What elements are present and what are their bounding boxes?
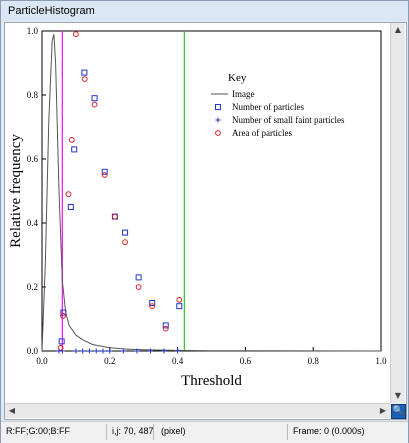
small-faint-point	[107, 348, 113, 354]
area-point	[122, 239, 128, 246]
small-faint-point	[134, 348, 140, 354]
x-tick-label: 0.4	[172, 356, 184, 366]
area-point	[60, 312, 66, 319]
x-axis-label: Threshold	[181, 373, 242, 389]
area-point	[57, 344, 64, 351]
legend-entry: Area of particles	[232, 128, 292, 138]
x-tick-label: 0.8	[308, 356, 320, 366]
status-divider	[153, 424, 154, 440]
status-bar: R:FF;G:00;B:FF i,j: 70, 487 (pixel) Fram…	[1, 421, 408, 443]
status-unit: (pixel)	[161, 426, 186, 436]
scroll-down-icon[interactable]: ▼	[394, 391, 402, 400]
status-color: R:FF;G:00;B:FF	[6, 426, 71, 436]
legend-entry: Image	[232, 89, 255, 99]
y-tick-label: 0.6	[27, 154, 39, 164]
y-tick-label: 0.4	[27, 218, 39, 228]
small-faint-point	[147, 348, 153, 354]
y-axis-label: Relative frequency	[8, 134, 24, 248]
particles-point	[91, 95, 98, 102]
scroll-right-icon[interactable]: ▶	[379, 406, 387, 415]
small-faint-point	[93, 348, 99, 354]
y-tick-label: 0.8	[27, 90, 39, 100]
legend-entry: Number of small faint particles	[232, 115, 345, 125]
x-tick-label: 0.6	[240, 356, 252, 366]
particles-point	[135, 274, 142, 281]
particles-point	[60, 309, 67, 316]
area-point	[73, 31, 79, 38]
x-tick-label: 1.0	[375, 356, 387, 366]
histogram-chart: 0.0 0.2 0.4 0.6 0.8 1.0 0.0 0.2 0.4 0.6 0.8 1.0 Thre…	[5, 23, 390, 403]
small-faint-point	[86, 348, 92, 354]
particles-point	[162, 322, 169, 329]
area-point	[162, 325, 169, 332]
scroll-up-icon[interactable]: ▲	[394, 25, 402, 34]
title-bar[interactable]: ParticleHistogram	[1, 1, 408, 21]
legend-entry: Number of particles	[232, 102, 304, 112]
particles-point	[81, 69, 88, 76]
vertical-scrollbar[interactable]: ▲ ▼	[390, 23, 405, 403]
area-point	[111, 213, 118, 220]
zoom-icon[interactable]: 🔍	[391, 404, 406, 419]
status-divider	[287, 424, 288, 440]
chart-area: 0.0 0.2 0.4 0.6 0.8 1.0 0.0 0.2 0.4 0.6 0.8 1.0 Thre…	[4, 22, 407, 420]
particles-point	[122, 229, 129, 236]
small-faint-point	[161, 348, 167, 354]
legend-swatch	[215, 130, 221, 136]
area-point	[68, 136, 75, 143]
x-tick-label: 0.0	[36, 356, 48, 366]
status-frame: Frame: 0 (0.000s)	[293, 426, 365, 436]
x-tick-label: 0.2	[104, 356, 115, 366]
particles-point	[149, 300, 156, 306]
horizontal-scrollbar[interactable]: ◀ ▶	[5, 403, 390, 418]
area-point	[91, 101, 98, 108]
y-tick-label: 1.0	[27, 26, 39, 36]
small-faint-point	[100, 348, 106, 354]
legend-swatch	[215, 117, 221, 123]
y-tick-label: 0.2	[27, 282, 38, 292]
small-faint-point	[120, 348, 126, 354]
area-point	[65, 191, 72, 198]
area-point	[81, 76, 88, 82]
area-point	[135, 284, 142, 290]
legend-title: Key	[228, 72, 247, 84]
particles-point	[67, 204, 74, 210]
particles-point	[176, 303, 183, 310]
small-faint-point	[175, 348, 181, 354]
scroll-left-icon[interactable]: ◀	[8, 406, 16, 415]
y-tick-label: 0.0	[27, 346, 39, 356]
particles-point	[71, 146, 78, 153]
area-point	[149, 303, 156, 310]
status-position: i,j: 70, 487	[112, 426, 154, 436]
area-point	[176, 296, 183, 303]
area-point	[101, 172, 108, 178]
status-divider	[106, 424, 107, 440]
small-faint-point	[80, 348, 86, 354]
window-title: ParticleHistogram	[8, 5, 95, 17]
particles-point	[58, 338, 65, 345]
particles-point	[101, 168, 108, 175]
small-faint-point	[73, 348, 79, 354]
legend-swatch	[215, 104, 221, 110]
image-series-line	[41, 34, 382, 352]
